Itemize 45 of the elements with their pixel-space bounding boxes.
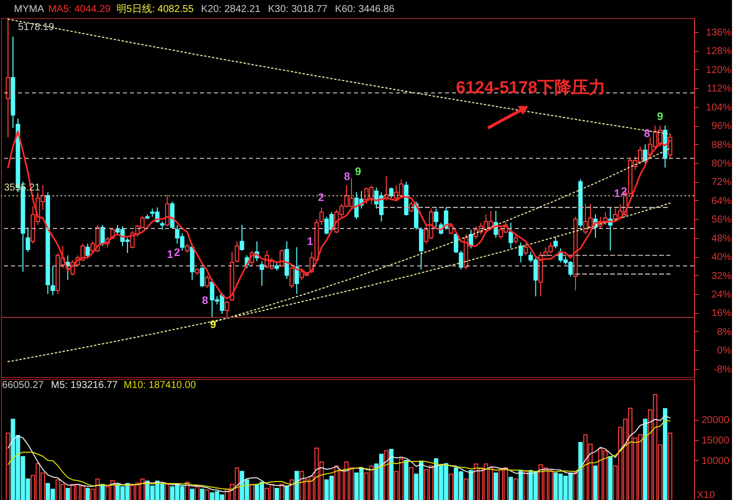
y-tick-label: 24%	[711, 289, 732, 300]
y-tick-label: 15000	[702, 436, 730, 446]
text: K60: 3446.86	[335, 4, 395, 15]
annotation: 1	[306, 236, 314, 248]
y-tick-label: 80%	[711, 158, 732, 170]
y-tick-label: 10000	[702, 456, 730, 467]
y-tick-label: 32%	[711, 270, 732, 282]
annotation: 6124-5178下降压力	[456, 78, 606, 97]
text: K30: 3018.77	[268, 4, 328, 15]
annotation: 8	[202, 295, 208, 307]
annotation: 66050.27	[2, 380, 44, 391]
text: M5: 193216.77	[51, 380, 118, 391]
y-axis-title: X10	[697, 490, 716, 500]
y-tick-label: 72%	[711, 177, 732, 188]
annotation: 9	[354, 166, 362, 178]
text: K20: 2842.21	[201, 4, 261, 15]
y-tick-label: 48%	[711, 233, 732, 244]
annotation: 8	[644, 128, 650, 140]
y-tick-label: 112%	[706, 84, 732, 95]
y-tick-label: 0%	[717, 346, 732, 357]
text: M10: 187410.00	[124, 380, 196, 391]
annotation: 1	[166, 249, 174, 261]
y-tick-label: 56%	[711, 214, 732, 226]
y-tick-label: 40%	[711, 252, 732, 264]
y-tick-label: 20000	[702, 415, 730, 426]
y-tick-label: 16%	[711, 308, 732, 320]
y-tick-label: 88%	[711, 140, 732, 151]
y-tick-label: -8%	[714, 364, 732, 376]
text: 明5日线: 4082.55	[116, 3, 194, 15]
y-tick-label: 8%	[717, 326, 732, 338]
annotation: 1	[614, 188, 620, 200]
y-tick-label: 120%	[706, 64, 732, 76]
text: MA5: 4044.29	[48, 4, 111, 15]
annotation: 2	[318, 192, 324, 204]
annotation: 8	[344, 171, 350, 183]
y-tick-label: 128%	[706, 46, 732, 58]
annotation: 5178.19	[18, 22, 55, 33]
annotation: 2	[174, 247, 180, 259]
y-tick-label: 104%	[706, 102, 732, 114]
y-tick-label: 96%	[711, 121, 732, 132]
chart-title: MYMA	[14, 4, 44, 15]
annotation: 9	[656, 111, 664, 123]
y-tick-label: 136%	[706, 28, 732, 39]
y-tick-label: 64%	[711, 196, 732, 207]
annotation: 9	[210, 319, 216, 331]
